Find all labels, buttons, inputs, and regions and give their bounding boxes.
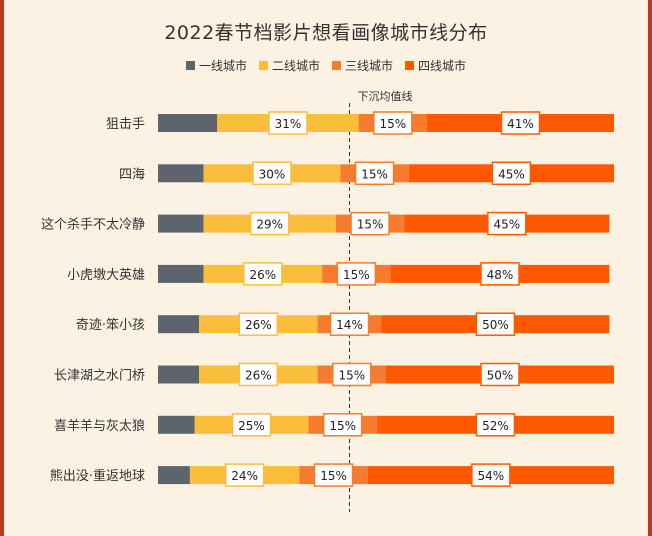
data-label-box bbox=[480, 262, 520, 286]
data-label-box bbox=[224, 463, 265, 487]
bar-segment bbox=[158, 365, 200, 384]
data-label: 24% bbox=[231, 469, 258, 483]
data-label: 54% bbox=[478, 469, 505, 483]
legend-item-3: 四线城市 bbox=[405, 57, 466, 74]
category-label: 狙击手 bbox=[106, 117, 145, 132]
data-label: 26% bbox=[245, 318, 272, 332]
bar-segment bbox=[158, 214, 204, 233]
data-label: 15% bbox=[357, 218, 384, 232]
data-label-box bbox=[231, 413, 272, 437]
legend-item-1: 二线城市 bbox=[258, 57, 320, 74]
legend-swatch bbox=[258, 61, 268, 70]
legend-item-2: 三线城市 bbox=[332, 57, 393, 74]
data-label-box bbox=[332, 362, 372, 387]
data-label: 50% bbox=[487, 369, 514, 383]
reference-line-label: 下沉均值线 bbox=[358, 89, 413, 103]
legend-swatch bbox=[332, 61, 341, 70]
data-label: 15% bbox=[329, 419, 356, 433]
data-label: 14% bbox=[336, 318, 363, 332]
data-label: 15% bbox=[361, 167, 388, 181]
data-label-box bbox=[487, 211, 527, 236]
data-label: 26% bbox=[245, 369, 272, 383]
bar-segment bbox=[158, 315, 200, 334]
data-label-box bbox=[268, 111, 308, 135]
data-label: 31% bbox=[275, 117, 302, 131]
bar-segment bbox=[158, 114, 218, 132]
bar-segment bbox=[158, 264, 204, 283]
data-label-box bbox=[475, 312, 516, 336]
category-label: 小虎墩大英雄 bbox=[67, 268, 145, 283]
data-label: 48% bbox=[487, 268, 514, 282]
data-label: 52% bbox=[482, 419, 509, 433]
data-label-box bbox=[354, 161, 395, 186]
data-label-box bbox=[313, 463, 354, 487]
data-label: 41% bbox=[507, 117, 534, 131]
category-label: 奇迹·笨小孩 bbox=[76, 317, 145, 333]
data-label: 30% bbox=[259, 167, 286, 181]
data-label-box bbox=[373, 111, 413, 135]
data-label: 15% bbox=[380, 117, 407, 131]
legend-label: 一线城市 bbox=[198, 59, 247, 73]
data-label-box bbox=[350, 211, 390, 236]
data-label-box bbox=[243, 262, 283, 286]
legend-item-0: 一线城市 bbox=[185, 57, 247, 74]
data-label: 45% bbox=[498, 167, 525, 181]
data-label-box bbox=[336, 262, 377, 286]
data-label: 25% bbox=[238, 419, 265, 433]
data-label: 45% bbox=[494, 218, 521, 232]
category-label: 长津湖之水门桥 bbox=[54, 369, 145, 384]
data-label-box bbox=[471, 463, 511, 487]
data-label: 50% bbox=[482, 318, 509, 332]
data-label-box bbox=[475, 413, 516, 437]
data-label: 15% bbox=[343, 268, 370, 282]
data-label: 15% bbox=[320, 469, 347, 483]
legend-label: 三线城市 bbox=[345, 59, 394, 73]
category-label: 喜羊羊与灰太狼 bbox=[54, 418, 145, 434]
category-label: 四海 bbox=[119, 167, 145, 182]
legend-swatch bbox=[185, 61, 195, 70]
bar-segment bbox=[158, 466, 190, 485]
data-label-box bbox=[491, 161, 532, 186]
legend-swatch bbox=[405, 61, 415, 70]
bar-segment bbox=[158, 415, 195, 434]
data-label-box bbox=[329, 312, 370, 336]
data-label-box bbox=[249, 211, 290, 236]
data-label-box bbox=[480, 362, 520, 387]
data-label-box bbox=[322, 413, 363, 437]
data-label: 15% bbox=[338, 369, 365, 383]
legend: 一线城市 二线城市 三线城市 四线城市 bbox=[4, 57, 648, 74]
legend-label: 四线城市 bbox=[418, 59, 467, 73]
category-label: 熊出没·重返地球 bbox=[50, 468, 145, 484]
data-label: 29% bbox=[256, 218, 283, 232]
data-label-box bbox=[500, 111, 541, 135]
data-label-box bbox=[238, 362, 279, 387]
data-label-box bbox=[238, 312, 279, 336]
bar-segment bbox=[158, 164, 204, 183]
chart-title: 2022春节档影片想看画像城市线分布 bbox=[164, 22, 488, 44]
data-label-box bbox=[252, 161, 292, 186]
category-label: 这个杀手不太冷静 bbox=[41, 217, 145, 233]
data-label: 26% bbox=[250, 268, 277, 282]
legend-label: 二线城市 bbox=[271, 59, 320, 73]
